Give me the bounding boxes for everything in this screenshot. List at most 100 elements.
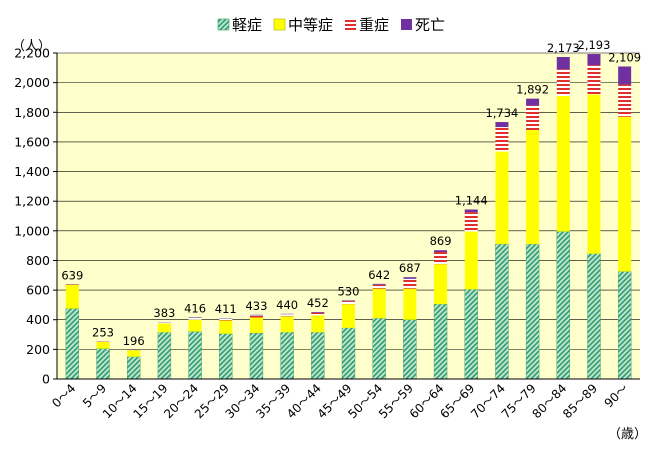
bar-segment xyxy=(219,320,233,334)
bar-segment xyxy=(372,284,386,289)
bar-segment xyxy=(65,308,80,380)
bar-segment xyxy=(587,253,601,380)
bar-segment xyxy=(341,327,356,380)
x-tick-label: 90～ xyxy=(602,381,631,410)
bar-segment xyxy=(434,252,448,265)
bar-segment xyxy=(311,312,325,313)
data-label: 2,173 xyxy=(547,41,580,55)
bar-segment xyxy=(249,315,263,318)
y-tick-label: 400 xyxy=(26,312,50,327)
data-label: 411 xyxy=(215,302,237,316)
bar-segment xyxy=(127,356,141,380)
bar-segment xyxy=(188,319,202,332)
legend-label: 中等症 xyxy=(288,16,333,34)
bar-segment xyxy=(403,278,417,289)
bar-segment xyxy=(372,288,386,319)
bar-segment xyxy=(526,105,540,131)
bar-segment xyxy=(403,277,417,279)
bar-segment xyxy=(342,301,355,305)
y-tick-label: 600 xyxy=(26,283,50,298)
data-label: 2,193 xyxy=(578,38,611,52)
bar-segment xyxy=(96,341,110,349)
bar-segment xyxy=(372,283,386,285)
legend-swatch xyxy=(401,19,412,30)
bar-segment xyxy=(556,95,570,232)
bar-segment xyxy=(495,151,509,245)
data-label: 687 xyxy=(399,261,421,275)
y-tick-label: 0 xyxy=(42,372,50,387)
bar-segment xyxy=(157,332,172,380)
x-tick-label: 0～4 xyxy=(49,381,78,410)
bar-segment xyxy=(96,348,110,380)
y-tick-label: 200 xyxy=(26,342,50,357)
x-axis-unit-label: （歳） xyxy=(608,427,647,442)
bar-segment xyxy=(127,350,141,357)
bar-segment xyxy=(249,314,263,316)
data-label: 452 xyxy=(307,296,329,310)
total-labels: 639 253 196 383 416 411 433 440 452 530 642 687 869 1… xyxy=(61,38,641,348)
bar-segment xyxy=(433,303,448,380)
data-label: 196 xyxy=(123,334,145,348)
bar-segment xyxy=(587,65,601,95)
data-label: 869 xyxy=(430,234,452,248)
y-tick-label: 2,000 xyxy=(14,75,50,90)
data-label: 416 xyxy=(184,301,206,315)
bar-segment xyxy=(464,209,478,213)
y-axis-ticks: 0 200 400 600 800 1,000 1,200 1,400 1,600 1,800 2,… xyxy=(14,46,57,387)
data-label: 1,734 xyxy=(485,106,518,120)
legend-swatch xyxy=(345,19,356,30)
bar-segment xyxy=(280,332,294,380)
bar-segment xyxy=(311,312,325,316)
bar-segment xyxy=(464,231,478,290)
bar-segment xyxy=(464,289,478,380)
bar-segment xyxy=(495,127,509,152)
bar-segment xyxy=(556,231,570,380)
bar-segment xyxy=(556,69,570,96)
data-label: 1,144 xyxy=(455,193,488,207)
bar-segment xyxy=(249,317,263,334)
y-tick-label: 1,600 xyxy=(14,134,50,149)
data-label: 639 xyxy=(61,268,83,282)
y-tick-label: 1,000 xyxy=(14,223,50,238)
bar-segment xyxy=(219,333,233,380)
bar-segment xyxy=(587,94,601,254)
bars xyxy=(65,54,632,380)
bar-segment xyxy=(280,316,294,333)
bar-segment xyxy=(157,322,171,324)
y-tick-label: 1,400 xyxy=(14,164,50,179)
bar-segment xyxy=(403,319,417,380)
bar-segment xyxy=(587,54,601,66)
bar-segment xyxy=(249,332,264,380)
bar-segment xyxy=(188,317,202,320)
y-tick-label: 800 xyxy=(26,253,50,268)
bar-segment xyxy=(495,243,509,380)
bar-segment xyxy=(526,130,540,245)
data-label: 440 xyxy=(276,298,298,312)
bar-segment xyxy=(464,212,478,232)
bar-segment xyxy=(434,264,448,305)
legend-swatch xyxy=(217,18,230,31)
data-label: 1,892 xyxy=(516,83,549,97)
bar-segment xyxy=(618,84,632,117)
bar-segment xyxy=(342,300,355,302)
x-axis-ticks: 0～4 5～910～1415～1920～2425～2930～3435～3940～4… xyxy=(49,381,631,421)
bar-segment xyxy=(525,243,540,380)
bar-segment xyxy=(434,250,448,253)
bar-segment xyxy=(188,317,202,318)
bar-segment xyxy=(495,122,509,128)
y-tick-label: 1,800 xyxy=(14,105,50,120)
bar-segment xyxy=(403,288,417,320)
bar-segment xyxy=(526,98,540,106)
y-tick-label: 1,200 xyxy=(14,194,50,209)
legend-label: 重症 xyxy=(359,16,389,34)
bar-segment xyxy=(618,66,632,85)
data-label: 2,109 xyxy=(608,50,641,64)
legend-swatch xyxy=(273,18,286,31)
bar-segment xyxy=(556,57,570,70)
bar-segment xyxy=(311,332,325,380)
bar-segment xyxy=(65,284,79,309)
data-label: 253 xyxy=(92,326,114,340)
y-axis-unit-label: （人） xyxy=(12,39,51,54)
bar-segment xyxy=(617,271,632,380)
